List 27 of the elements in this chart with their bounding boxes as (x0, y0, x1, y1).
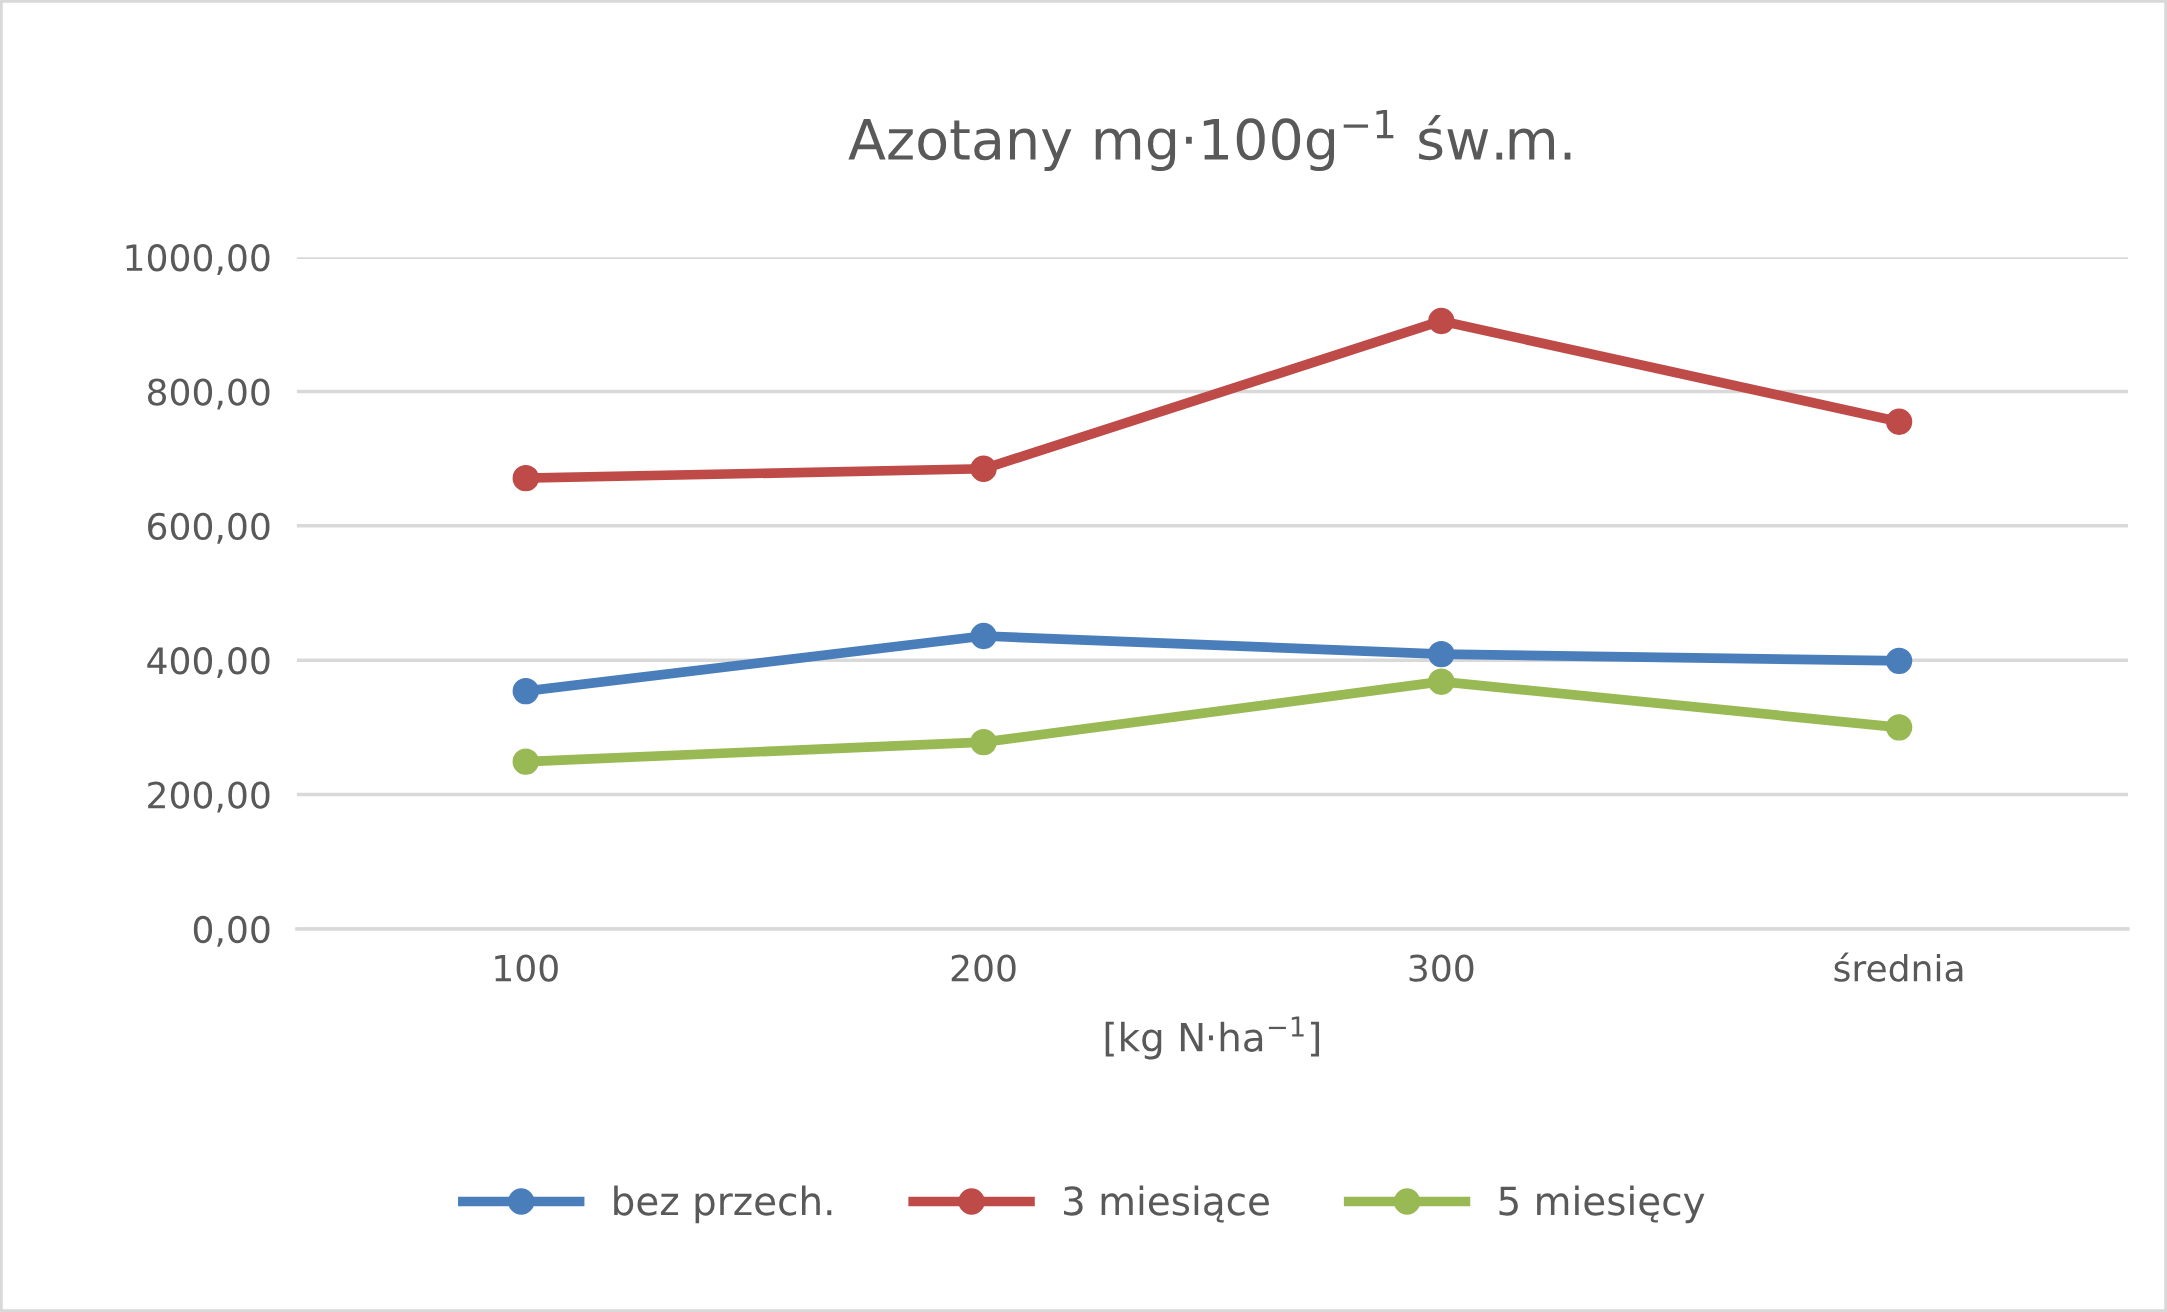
y-tick-label: 1000,00 (126, 244, 270, 276)
point (512, 464, 539, 492)
legend-label: bez przech. (614, 1185, 832, 1224)
point (970, 728, 997, 756)
legend-label: 5 miesięcy (1499, 1185, 1705, 1224)
y-tick-label: 800,00 (147, 378, 270, 410)
point (1428, 307, 1455, 335)
legend-label: 3 miesiące (1063, 1185, 1269, 1223)
point (1428, 640, 1455, 668)
x-tick-label: 100 (495, 954, 558, 982)
point (1885, 714, 1913, 741)
y-tick-label: 600,00 (148, 512, 270, 544)
point (970, 622, 997, 650)
x-axis-title: [kg N·ha$^{−1}$] (1105, 1016, 1320, 1060)
point (512, 677, 539, 705)
point (1885, 408, 1913, 435)
x-tick-label: 300 (1409, 954, 1474, 982)
point (1885, 647, 1913, 675)
x-tick-label: średnia (1834, 952, 1963, 982)
point (512, 748, 539, 775)
point (1428, 668, 1455, 695)
chart-title: Azotany mg·100g$^{−1}$ św.m. (848, 109, 1571, 172)
point (970, 455, 997, 482)
y-tick-label: 400,00 (147, 647, 270, 679)
x-tick-label: 200 (951, 954, 1016, 982)
y-tick-label: 0,00 (193, 915, 270, 947)
y-tick-label: 200,00 (148, 781, 270, 813)
